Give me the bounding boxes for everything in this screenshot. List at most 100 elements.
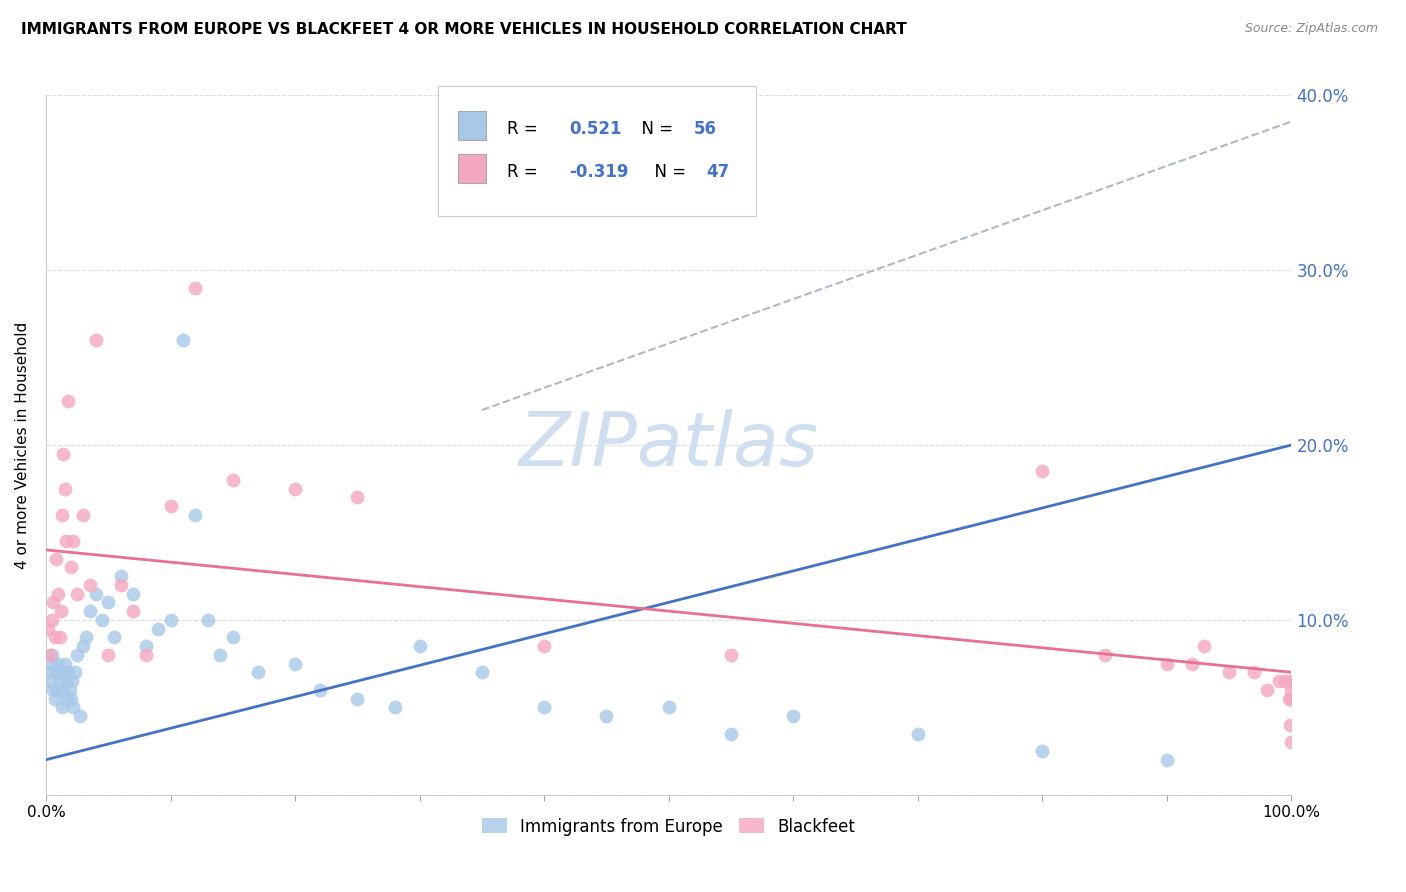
Point	[49, 604, 72, 618]
Point	[91, 613, 114, 627]
Text: R =: R =	[506, 120, 543, 137]
Point	[66, 586, 89, 600]
Point	[1094, 648, 1116, 662]
Point	[197, 613, 219, 627]
Point	[58, 665, 80, 680]
Point	[48, 674, 70, 689]
Text: N =: N =	[631, 120, 679, 137]
Point	[53, 657, 76, 671]
Point	[1031, 464, 1053, 478]
Point	[51, 700, 73, 714]
Point	[48, 586, 70, 600]
Text: 0.521: 0.521	[569, 120, 621, 137]
Point	[1281, 691, 1303, 706]
Point	[1268, 674, 1291, 689]
Point	[720, 648, 742, 662]
Point	[346, 491, 368, 505]
Point	[782, 709, 804, 723]
Text: Source: ZipAtlas.com: Source: ZipAtlas.com	[1244, 22, 1378, 36]
Point	[60, 674, 83, 689]
Point	[48, 657, 70, 671]
Point	[42, 595, 65, 609]
Point	[135, 639, 157, 653]
Point	[45, 551, 67, 566]
Point	[55, 674, 77, 689]
Text: R =: R =	[506, 163, 543, 181]
Y-axis label: 4 or more Vehicles in Household: 4 or more Vehicles in Household	[15, 321, 30, 568]
Point	[1281, 735, 1303, 749]
Point	[159, 613, 181, 627]
Point	[62, 700, 84, 714]
Point	[122, 586, 145, 600]
Point	[1031, 744, 1053, 758]
Point	[408, 639, 430, 653]
Point	[44, 631, 66, 645]
Point	[42, 682, 65, 697]
Point	[59, 682, 82, 697]
Point	[1256, 682, 1278, 697]
Point	[122, 604, 145, 618]
Point	[41, 613, 63, 627]
Point	[49, 665, 72, 680]
Text: 56: 56	[693, 120, 717, 137]
Point	[72, 508, 94, 522]
Point	[1281, 674, 1303, 689]
Point	[84, 333, 107, 347]
Text: N =: N =	[644, 163, 692, 181]
Point	[79, 578, 101, 592]
Point	[52, 447, 75, 461]
Point	[146, 622, 169, 636]
Point	[58, 394, 80, 409]
Point	[159, 499, 181, 513]
Point	[533, 639, 555, 653]
Point	[1281, 682, 1303, 697]
Point	[110, 578, 132, 592]
Point	[37, 665, 59, 680]
Text: -0.319: -0.319	[569, 163, 628, 181]
Point	[246, 665, 269, 680]
Point	[103, 631, 125, 645]
Point	[907, 726, 929, 740]
Point	[38, 648, 60, 662]
Point	[75, 631, 97, 645]
Point	[110, 569, 132, 583]
Point	[97, 648, 120, 662]
Point	[62, 534, 84, 549]
Point	[79, 604, 101, 618]
Legend: Immigrants from Europe, Blackfeet: Immigrants from Europe, Blackfeet	[475, 811, 862, 842]
Point	[595, 709, 617, 723]
Point	[84, 586, 107, 600]
Text: IMMIGRANTS FROM EUROPE VS BLACKFEET 4 OR MORE VEHICLES IN HOUSEHOLD CORRELATION : IMMIGRANTS FROM EUROPE VS BLACKFEET 4 OR…	[21, 22, 907, 37]
Point	[46, 682, 69, 697]
Point	[135, 648, 157, 662]
Point	[51, 508, 73, 522]
Point	[53, 482, 76, 496]
Point	[533, 700, 555, 714]
Point	[309, 682, 332, 697]
Point	[38, 674, 60, 689]
Point	[172, 333, 194, 347]
Point	[52, 682, 75, 697]
Point	[56, 691, 79, 706]
Point	[48, 631, 70, 645]
Point	[1156, 657, 1178, 671]
Point	[44, 691, 66, 706]
Point	[222, 631, 245, 645]
Point	[1274, 674, 1296, 689]
Point	[97, 595, 120, 609]
FancyBboxPatch shape	[439, 87, 756, 216]
Point	[45, 665, 67, 680]
Point	[63, 665, 86, 680]
Point	[1278, 691, 1301, 706]
Point	[37, 622, 59, 636]
Point	[1181, 657, 1204, 671]
Point	[72, 639, 94, 653]
Point	[41, 648, 63, 662]
Point	[1243, 665, 1265, 680]
Point	[1279, 718, 1302, 732]
Point	[59, 691, 82, 706]
Point	[284, 657, 307, 671]
Point	[39, 657, 62, 671]
Point	[66, 648, 89, 662]
Point	[346, 691, 368, 706]
